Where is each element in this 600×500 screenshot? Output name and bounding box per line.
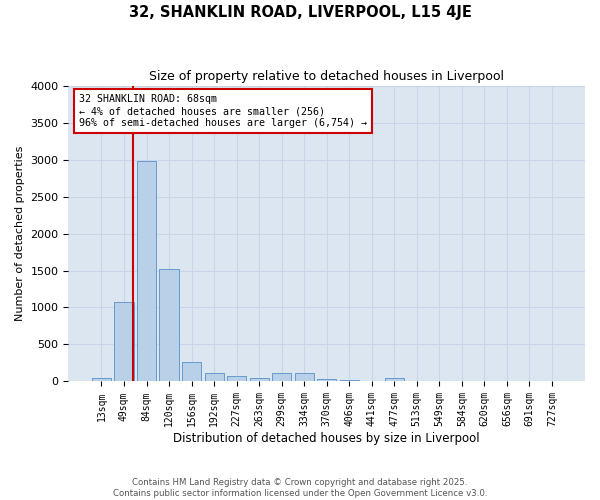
- Text: Contains HM Land Registry data © Crown copyright and database right 2025.
Contai: Contains HM Land Registry data © Crown c…: [113, 478, 487, 498]
- Bar: [160, 269, 179, 382]
- Bar: [317, 378, 336, 382]
- Title: Size of property relative to detached houses in Liverpool: Size of property relative to detached ho…: [149, 70, 504, 83]
- Bar: [227, 376, 246, 382]
- Bar: [92, 378, 111, 382]
- Bar: [205, 374, 224, 382]
- Text: 32 SHANKLIN ROAD: 68sqm
← 4% of detached houses are smaller (256)
96% of semi-de: 32 SHANKLIN ROAD: 68sqm ← 4% of detached…: [79, 94, 367, 128]
- Bar: [340, 380, 359, 382]
- Bar: [182, 362, 201, 382]
- Bar: [137, 161, 156, 382]
- Bar: [295, 374, 314, 382]
- Bar: [250, 378, 269, 382]
- Bar: [272, 374, 291, 382]
- Bar: [115, 302, 134, 382]
- Text: 32, SHANKLIN ROAD, LIVERPOOL, L15 4JE: 32, SHANKLIN ROAD, LIVERPOOL, L15 4JE: [128, 5, 472, 20]
- X-axis label: Distribution of detached houses by size in Liverpool: Distribution of detached houses by size …: [173, 432, 480, 445]
- Bar: [385, 378, 404, 382]
- Y-axis label: Number of detached properties: Number of detached properties: [15, 146, 25, 321]
